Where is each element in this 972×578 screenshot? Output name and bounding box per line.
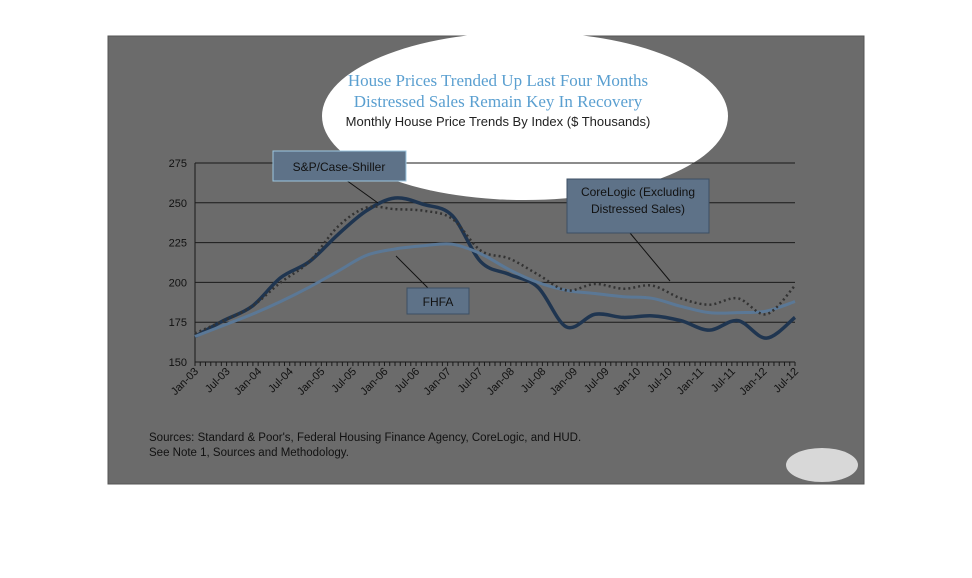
chart-title: House Prices Trended Up Last Four Months (348, 71, 648, 90)
spotlight-oval (322, 32, 728, 200)
corelogic-callout-line2: Distressed Sales) (591, 202, 685, 216)
y-tick-label: 175 (169, 317, 187, 329)
y-axis: 150 175 200 225 250 275 (169, 158, 187, 369)
y-tick-label: 225 (169, 238, 187, 250)
fhfa-arrow (395, 255, 429, 289)
y-tick-label: 275 (169, 158, 187, 170)
series-line-0 (194, 196, 797, 340)
series-lines (194, 196, 797, 340)
source-line-1: Sources: Standard & Poor's, Federal Hous… (149, 432, 581, 444)
sp-arrow (345, 179, 379, 204)
source-line-2: See Note 1, Sources and Methodology. (149, 447, 349, 459)
series-line-1 (194, 242, 796, 338)
corelogic-callout: CoreLogic (Excluding Distressed Sales) (566, 178, 710, 234)
fhfa-callout-label: FHFA (423, 295, 454, 309)
y-tick-label: 200 (169, 277, 187, 289)
corelogic-callout-line1: CoreLogic (Excluding (581, 185, 695, 199)
sp-callout-label: S&P/Case-Shiller (293, 160, 386, 174)
chart-subtitle: Distressed Sales Remain Key In Recovery (354, 92, 643, 111)
y-tick-label: 250 (169, 198, 187, 210)
sp-callout: S&P/Case-Shiller (272, 150, 407, 182)
spotlight-small (786, 448, 858, 482)
corelogic-arrow (629, 232, 671, 282)
y-tick-label: 150 (169, 357, 187, 369)
series-line-2 (194, 205, 796, 335)
fhfa-callout: FHFA (406, 287, 470, 315)
chart-caption: Monthly House Price Trends By Index ($ T… (346, 114, 651, 129)
